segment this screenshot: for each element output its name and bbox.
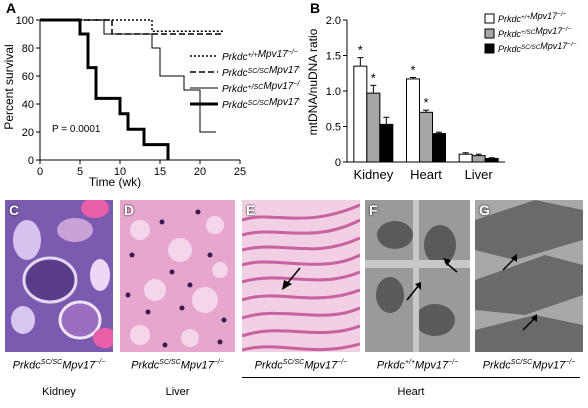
caption-c: PrkdcSC/SCMpv17−/− bbox=[12, 359, 106, 372]
significance-mark: * bbox=[358, 43, 363, 58]
survival-lines bbox=[40, 18, 224, 160]
survival-legend-label-2: Prkdc+/SCMpv17−/− bbox=[222, 81, 300, 95]
survival-line-3 bbox=[40, 18, 170, 160]
bar-category-label: Heart bbox=[410, 167, 442, 182]
survival-x-tick-label: 15 bbox=[154, 166, 166, 178]
survival-y-tick-label: 100 bbox=[16, 15, 34, 27]
bar-category-label: Kidney bbox=[353, 167, 393, 182]
tissue-label-liver: Liver bbox=[165, 386, 190, 398]
survival-y-label: Percent survival bbox=[2, 44, 16, 129]
panel-letter-a: A bbox=[6, 0, 17, 16]
bar-legend-label-0: Prkdc+/+Mpv17−/− bbox=[498, 11, 567, 24]
micrograph-liver-d: D bbox=[120, 200, 235, 352]
significance-mark: * bbox=[410, 63, 415, 78]
tissue-label-heart: Heart bbox=[397, 386, 425, 398]
heart-group-line bbox=[242, 377, 580, 378]
bar-kidney-2 bbox=[379, 123, 394, 163]
bar-legend-label-1: Prkdc+/SCMpv17−/− bbox=[498, 26, 572, 39]
bar-heart-2 bbox=[432, 133, 446, 163]
bar-liver-1 bbox=[471, 155, 486, 163]
survival-y-tick-label: 80 bbox=[22, 43, 34, 55]
bar-y-tick-label: 2.0 bbox=[326, 15, 341, 27]
bar-y-tick-label: 0.5 bbox=[326, 122, 341, 134]
survival-legend-label-3: PrkdcSC/SCMpv17−/− bbox=[222, 97, 300, 111]
bar-legend-swatch-2 bbox=[484, 43, 495, 54]
bar-legend: Prkdc+/+Mpv17−/− Prkdc+/SCMpv17−/− PrkdcSC… bbox=[484, 11, 577, 54]
survival-legend-label-0: Prkdc+/+Mpv17−/− bbox=[222, 49, 298, 63]
survival-y-tick-label: 20 bbox=[22, 127, 34, 139]
survival-line-0 bbox=[40, 19, 224, 32]
panel-letter-f: F bbox=[369, 202, 378, 218]
panel-letter-g: G bbox=[479, 202, 490, 218]
bar-liver-2 bbox=[484, 157, 499, 163]
bar-kidney-0 bbox=[353, 65, 368, 163]
survival-y-tick-label: 40 bbox=[22, 99, 34, 111]
survival-x-tick-label: 25 bbox=[234, 166, 246, 178]
mtdna-chart: 0 0.5 1.0 1.5 2.0 * * Kidney * * Heart Liver mtDNA… bbox=[306, 11, 577, 182]
survival-axes: 0 5 10 15 20 25 0 20 40 60 80 100 bbox=[16, 15, 246, 178]
bar-heart-0 bbox=[406, 78, 420, 163]
bar-legend-label-2: PrkdcSC/SCMpv17−/− bbox=[498, 41, 577, 54]
bar-legend-swatch-0 bbox=[484, 13, 495, 24]
micrograph-heart-e: E bbox=[242, 200, 360, 352]
panel-letter-e: E bbox=[246, 202, 256, 218]
bar-y-tick-label: 1.5 bbox=[326, 51, 341, 63]
bar-heart-1 bbox=[419, 111, 433, 163]
survival-x-label: Time (wk) bbox=[89, 175, 141, 189]
caption-e: PrkdcSC/SCMpv17−/− bbox=[254, 359, 348, 372]
tissue-label-kidney: Kidney bbox=[42, 386, 76, 398]
significance-mark: * bbox=[371, 70, 376, 85]
survival-line-2 bbox=[40, 19, 216, 133]
bar-y-tick-label: 0 bbox=[335, 157, 341, 169]
micrograph-kidney-c: C bbox=[5, 200, 113, 352]
bar-y-tick-label: 1.0 bbox=[326, 86, 341, 98]
caption-f: Prkdc+/+Mpv17−/− bbox=[376, 359, 459, 372]
survival-y-tick-label: 60 bbox=[22, 71, 34, 83]
survival-legend-label-1: PrkdcSC/SCMpv17+/+ bbox=[222, 65, 300, 79]
survival-x-tick-label: 10 bbox=[114, 166, 126, 178]
bar-legend-swatch-1 bbox=[484, 28, 495, 39]
bar-y-label: mtDNA/nuDNA ratio bbox=[306, 28, 320, 135]
caption-d: PrkdcSC/SCMpv17−/− bbox=[131, 359, 224, 372]
survival-chart: 0 5 10 15 20 25 0 20 40 60 80 100 P = 0.0001 Time (… bbox=[2, 15, 300, 189]
survival-x-tick-label: 0 bbox=[37, 166, 43, 178]
survival-legend: Prkdc+/+Mpv17−/− PrkdcSC/SCMpv17+/+ Prkdc+… bbox=[190, 49, 300, 111]
significance-mark: * bbox=[423, 95, 428, 110]
survival-line-1 bbox=[40, 19, 224, 35]
micrograph-heart-g: G bbox=[475, 200, 583, 352]
caption-g: PrkdcSC/SCMpv17−/− bbox=[482, 359, 576, 372]
panel-letter-b: B bbox=[310, 0, 321, 16]
survival-x-tick-label: 5 bbox=[77, 166, 83, 178]
panel-letter-c: C bbox=[9, 202, 20, 218]
survival-x-tick-label: 20 bbox=[194, 166, 206, 178]
p-value-annotation: P = 0.0001 bbox=[52, 124, 101, 135]
micrograph-heart-f: F bbox=[365, 200, 470, 352]
panel-letter-d: D bbox=[124, 202, 135, 218]
bar-kidney-1 bbox=[366, 92, 381, 163]
survival-y-tick-label: 0 bbox=[28, 155, 34, 167]
bar-category-label: Liver bbox=[465, 167, 494, 182]
bar-liver-0 bbox=[458, 153, 473, 163]
bar-bars: * * Kidney * * Heart Liver bbox=[353, 43, 499, 182]
